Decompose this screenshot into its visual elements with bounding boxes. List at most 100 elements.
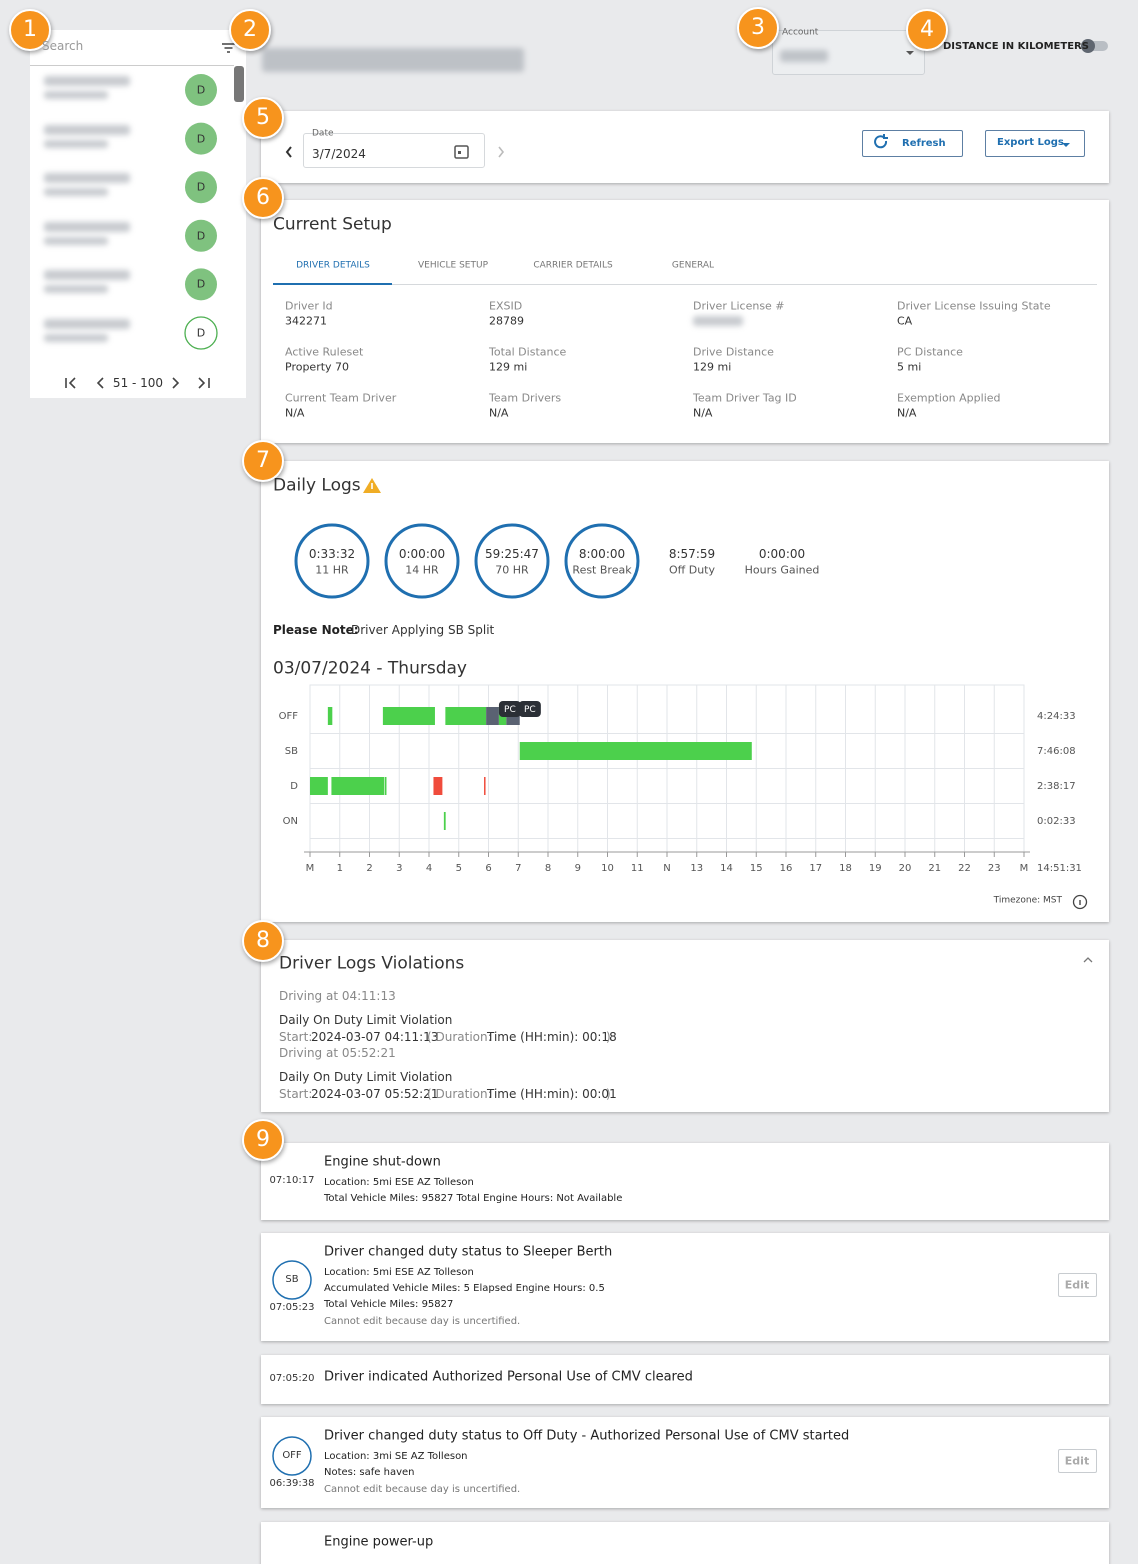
event-detail: Notes: safe haven	[324, 1467, 415, 1478]
refresh-button-label[interactable]: Refresh	[902, 138, 946, 149]
title-blurred	[262, 48, 524, 72]
driver-avatar-initial[interactable]: D	[196, 229, 206, 243]
refresh-button	[862, 130, 963, 157]
graph-row-total: 7:46:08	[1037, 746, 1076, 757]
pc-tooltip-label: PC	[524, 705, 536, 715]
driver-name-blurred	[44, 221, 130, 232]
graph-hour-label: 2	[366, 863, 372, 874]
step-badge	[242, 920, 284, 962]
event-status-badge	[272, 1436, 312, 1476]
driver-avatar	[185, 74, 217, 106]
account-blurred	[780, 50, 828, 62]
event-detail: Total Vehicle Miles: 95827	[324, 1299, 454, 1310]
duty-segment	[486, 707, 499, 725]
graph-hour-label: 9	[575, 863, 581, 874]
driver-avatar-initial[interactable]: D	[196, 180, 206, 194]
graph-hour-label: 8	[545, 863, 551, 874]
warning-mark	[371, 483, 373, 489]
violation-start: 2024-03-07 04:11:13	[311, 1030, 439, 1044]
date-input	[303, 133, 485, 168]
hos-total-value: 8:57:59	[668, 547, 716, 561]
field-label: Exemption Applied	[897, 391, 1001, 405]
field-label: PC Distance	[897, 345, 963, 359]
setup-tab[interactable]: VEHICLE SETUP	[417, 260, 489, 271]
driver-avatar-initial[interactable]: D	[196, 277, 206, 291]
export-button	[985, 130, 1085, 157]
driver-avatar-initial[interactable]: D	[196, 132, 206, 146]
step-badge	[242, 440, 284, 482]
info-mark	[1079, 900, 1081, 905]
field-label: Team Drivers	[489, 391, 562, 405]
export-button-label[interactable]: Export Logs	[997, 137, 1064, 148]
refresh-icon	[874, 134, 888, 149]
event-card	[261, 1233, 1109, 1341]
event-time: 07:05:23	[269, 1302, 315, 1313]
field-label: Total Distance	[489, 345, 567, 359]
step-badge-number: 9	[256, 1127, 270, 1152]
setup-tab[interactable]: GENERAL	[671, 260, 715, 271]
field-value: 28789	[489, 314, 524, 328]
hos-clock-value: 0:33:32	[308, 547, 356, 561]
pager-range: 51 - 100	[112, 376, 164, 390]
pager-first	[65, 377, 76, 389]
step-badge	[242, 177, 284, 219]
driver-id-blurred	[44, 188, 108, 197]
graph-hour-label: 18	[839, 863, 852, 874]
graph-hour-label: 15	[750, 863, 763, 874]
hos-clock	[384, 523, 460, 599]
duty-segment	[331, 777, 385, 795]
field-value: 129 mi	[489, 360, 528, 374]
graph-hour-label: 5	[456, 863, 462, 874]
field-value-blurred	[693, 316, 743, 326]
search-input[interactable]: Search	[42, 39, 84, 53]
field-label: Current Team Driver	[285, 391, 397, 405]
distance-toggle-label: DISTANCE IN KILOMETERS	[943, 41, 1089, 52]
field-label: Driver License #	[693, 299, 785, 313]
event-time: 07:10:17	[269, 1175, 315, 1186]
graph-hour-label: M	[306, 863, 315, 874]
scrollbar	[234, 66, 244, 102]
driver-id-blurred	[44, 236, 108, 245]
violation-context: Driving at 05:52:21	[279, 1046, 396, 1060]
timezone: Timezone: MST	[993, 895, 1062, 906]
driver-avatar-initial[interactable]: D	[196, 326, 206, 340]
event-title: Driver changed duty status to Sleeper Be…	[324, 1244, 613, 1260]
violation-name: Daily On Duty Limit Violation	[279, 1013, 453, 1027]
event-title: Driver indicated Authorized Personal Use…	[324, 1369, 693, 1385]
setup-tab[interactable]: CARRIER DETAILS	[533, 260, 613, 271]
setup-tab[interactable]: DRIVER DETAILS	[296, 260, 370, 271]
duty-segment	[445, 707, 487, 725]
graph-row-total: 4:24:33	[1037, 711, 1076, 722]
pc-tooltip	[498, 701, 521, 717]
driver-avatar-initial[interactable]: D	[196, 83, 206, 97]
step-badge	[229, 9, 271, 51]
edit-button	[1058, 1449, 1097, 1473]
hos-clock	[564, 523, 640, 599]
tab-active	[273, 283, 392, 285]
graph-hour-label: N	[663, 863, 670, 874]
duty-segment	[384, 777, 387, 795]
step-badge-number: 8	[256, 928, 270, 953]
duty-segment	[382, 707, 435, 725]
hos-total-label: Hours Gained	[744, 563, 820, 577]
graph-hour-label: 10	[601, 863, 614, 874]
date-value[interactable]: 3/7/2024	[312, 147, 366, 161]
graph-hour-label: 20	[899, 863, 912, 874]
violation-duration: Time (HH:min): 00:01	[487, 1087, 617, 1101]
event-note: Cannot edit because day is uncertified.	[324, 1316, 521, 1327]
calendar-icon-dot	[458, 151, 461, 154]
pager-last	[198, 377, 210, 389]
graph-hour-label: 6	[485, 863, 491, 874]
graph-hour-label: M	[1020, 863, 1029, 874]
graph-hour-label: 23	[988, 863, 1001, 874]
account-label: Account	[782, 27, 819, 38]
step-badge	[9, 9, 51, 51]
edit-button-label[interactable]: Edit	[1064, 1454, 1090, 1468]
edit-button-label[interactable]: Edit	[1064, 1278, 1090, 1292]
event-status-badge	[272, 1260, 312, 1300]
graph-hour-label: 11	[631, 863, 644, 874]
chevron-left	[285, 146, 292, 158]
graph-hour-label: 3	[396, 863, 402, 874]
toggle-knob	[1081, 39, 1095, 53]
